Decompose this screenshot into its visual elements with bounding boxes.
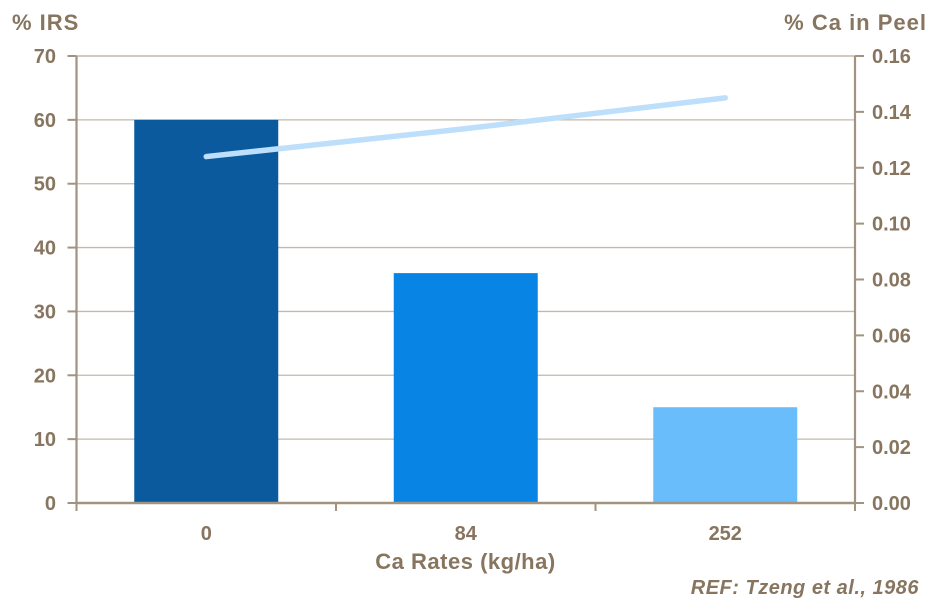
y-right-tick-label: 0.12	[872, 158, 911, 180]
y-right-tick-label: 0.02	[872, 437, 911, 459]
y-left-tick-label: 70	[34, 46, 56, 68]
x-category-label: 0	[201, 523, 212, 545]
reference-citation: REF: Tzeng et al., 1986	[690, 577, 919, 599]
y-right-tick-label: 0.16	[872, 46, 911, 68]
x-category-label: 252	[709, 523, 742, 545]
y-left-tick-label: 20	[34, 365, 56, 387]
y-right-tick-label: 0.08	[872, 270, 911, 292]
y-right-tick-label: 0.14	[872, 102, 912, 124]
right-axis-title: % Ca in Peel	[784, 10, 927, 35]
left-axis-title: % IRS	[12, 10, 80, 35]
y-left-tick-label: 0	[45, 493, 56, 515]
ca-in-peel-line	[203, 95, 728, 160]
y-left-tick-label: 30	[34, 301, 56, 323]
y-left-tick-label: 40	[34, 238, 56, 260]
y-left-tick-label: 10	[34, 429, 56, 451]
x-axis-title: Ca Rates (kg/ha)	[375, 549, 556, 574]
y-right-tick-label: 0.04	[872, 381, 912, 403]
bar-0	[134, 119, 279, 503]
y-left-tick-label: 50	[34, 174, 56, 196]
y-right-tick-label: 0.00	[872, 493, 911, 515]
y-left-tick-label: 60	[34, 110, 56, 132]
y-right-tick-label: 0.10	[872, 214, 911, 236]
x-category-label: 84	[455, 523, 478, 545]
bar-84	[393, 273, 538, 503]
bar-252	[653, 407, 798, 503]
y-right-tick-label: 0.06	[872, 325, 911, 347]
